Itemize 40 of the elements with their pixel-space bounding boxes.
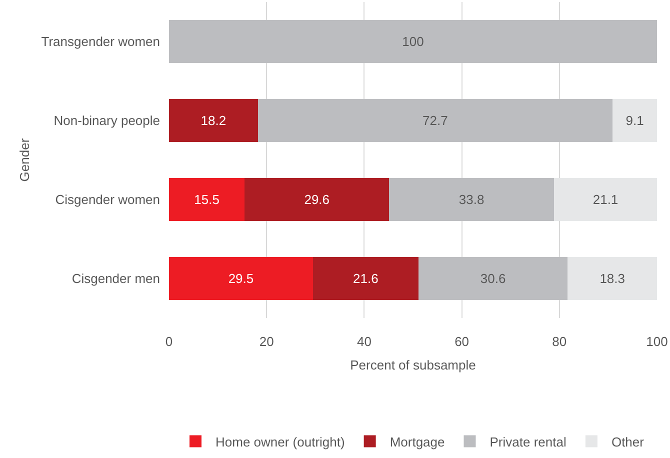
bar xyxy=(244,178,390,221)
data-label: 29.5 xyxy=(228,271,254,286)
bar xyxy=(554,178,657,221)
data-label: 9.1 xyxy=(626,113,644,128)
x-tick-label: 40 xyxy=(356,334,372,349)
legend-label: Other xyxy=(611,434,645,450)
y-tick-label: Cisgender men xyxy=(72,271,160,286)
bar xyxy=(169,99,258,142)
x-tick-label: 20 xyxy=(259,334,274,349)
legend-label: Private rental xyxy=(490,434,566,450)
x-tick-label: 60 xyxy=(454,334,470,349)
y-tick-label: Transgender women xyxy=(41,34,160,50)
data-label: 15.5 xyxy=(194,192,220,207)
bar xyxy=(612,99,657,142)
data-label: 100 xyxy=(402,34,424,49)
bar xyxy=(169,20,657,63)
data-label: 29.6 xyxy=(304,192,330,207)
x-tick-label: 100 xyxy=(646,334,668,349)
data-label: 30.6 xyxy=(480,271,506,286)
data-label: 21.6 xyxy=(353,271,378,286)
x-axis-title: Percent of subsample xyxy=(350,358,476,373)
bar xyxy=(169,178,245,221)
x-tick-label: 0 xyxy=(165,334,173,349)
bar xyxy=(568,257,657,300)
data-label: 21.1 xyxy=(592,192,618,207)
data-label: 18.2 xyxy=(200,113,226,128)
legend-label: Mortgage xyxy=(390,434,445,450)
bar xyxy=(389,178,554,221)
bar xyxy=(169,257,313,300)
y-axis-title: Gender xyxy=(17,138,32,182)
data-label: 72.7 xyxy=(422,113,448,128)
data-label: 18.3 xyxy=(600,271,626,286)
bar xyxy=(312,257,418,300)
y-tick-label: Non-binary people xyxy=(54,113,160,128)
y-tick-label: Cisgender women xyxy=(55,192,160,208)
bar xyxy=(418,257,568,300)
bar xyxy=(258,99,613,142)
data-label: 33.8 xyxy=(458,192,484,207)
legend-label: Home owner (outright) xyxy=(216,434,345,450)
x-tick-label: 80 xyxy=(552,334,567,349)
